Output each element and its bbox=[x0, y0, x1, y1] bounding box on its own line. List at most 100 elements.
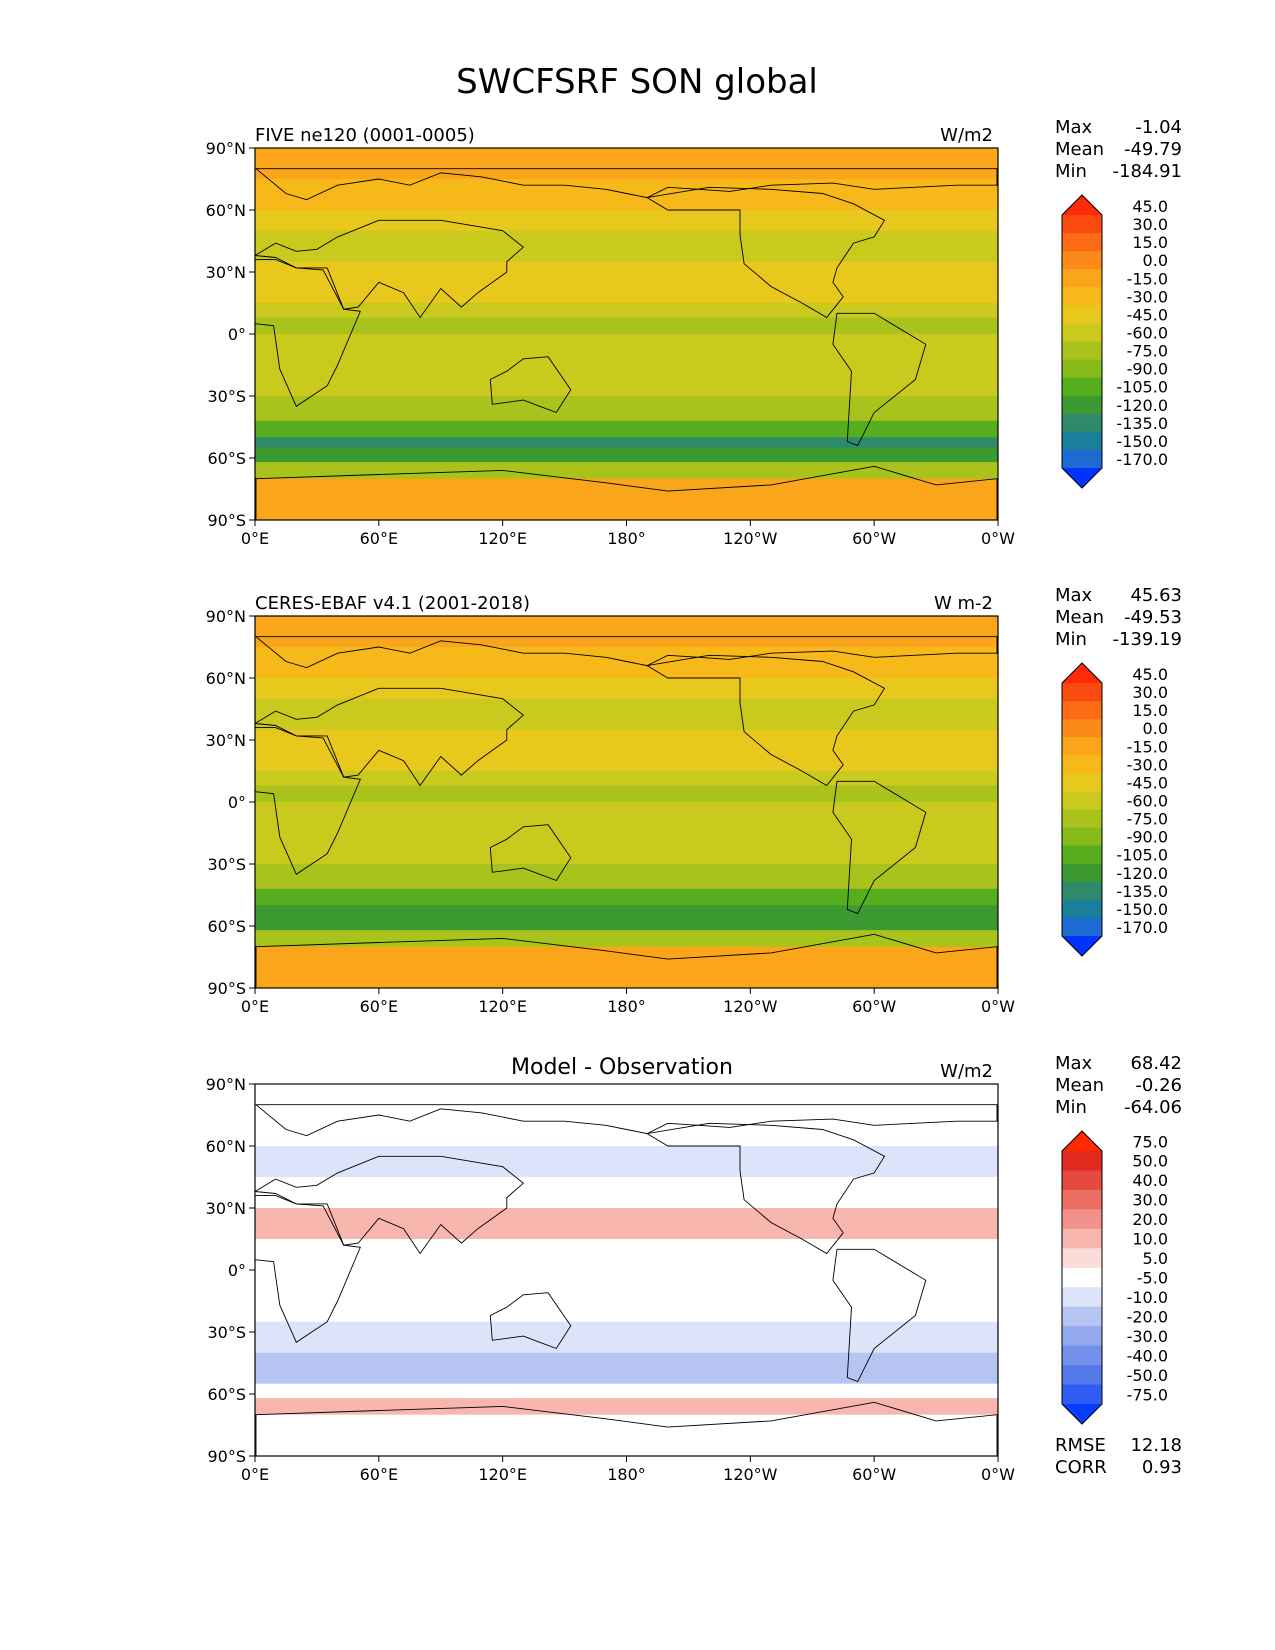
zonal-band bbox=[255, 698, 998, 710]
colorbar-label: 20.0 bbox=[1132, 1210, 1168, 1229]
map-field bbox=[255, 148, 998, 521]
colorbar-segment bbox=[1062, 215, 1102, 234]
colorbar-segment bbox=[1062, 1151, 1102, 1171]
x-tick-label: 60°W bbox=[852, 1465, 896, 1484]
stat-max-value: -1.04 bbox=[1135, 117, 1182, 138]
colorbar-label: -15.0 bbox=[1127, 269, 1168, 288]
x-tick-label: 120°W bbox=[723, 997, 778, 1016]
panel-model: FIVE ne120 (0001-0005) W/m2 Max -1.04 Me… bbox=[206, 117, 1182, 548]
zonal-band bbox=[255, 616, 998, 648]
zonal-band bbox=[255, 350, 998, 376]
stat-min-value: -184.91 bbox=[1113, 161, 1182, 182]
y-tick-label: 30°N bbox=[206, 731, 246, 750]
colorbar: -170.0-150.0-135.0-120.0-105.0-90.0-75.0… bbox=[1061, 662, 1168, 957]
colorbar-segment bbox=[1062, 1287, 1102, 1308]
zonal-band bbox=[255, 1270, 998, 1292]
map-field bbox=[255, 1084, 998, 1457]
zonal-band bbox=[255, 1115, 998, 1147]
colorbar-label: 0.0 bbox=[1143, 719, 1168, 738]
zonal-band bbox=[255, 375, 998, 397]
colorbar-label: -10.0 bbox=[1127, 1288, 1168, 1307]
zonal-band bbox=[255, 1398, 998, 1416]
x-tick-label: 0°E bbox=[241, 997, 269, 1016]
colorbar-label: 45.0 bbox=[1132, 197, 1168, 216]
zonal-band bbox=[255, 1352, 998, 1370]
y-tick-label: 60°N bbox=[206, 201, 246, 220]
colorbar-extend-min bbox=[1062, 468, 1102, 488]
y-tick-label: 60°S bbox=[207, 917, 246, 936]
y-tick-label: 60°S bbox=[207, 449, 246, 468]
x-tick-label: 60°W bbox=[852, 997, 896, 1016]
zonal-band bbox=[255, 678, 998, 700]
coastline bbox=[832, 1248, 927, 1383]
y-tick-label: 0° bbox=[228, 325, 246, 344]
y-tick-label: 90°S bbox=[207, 979, 246, 998]
colorbar-segment bbox=[1062, 1228, 1102, 1249]
panel-title-left: FIVE ne120 (0001-0005) bbox=[255, 125, 475, 146]
colorbar-label: -60.0 bbox=[1127, 323, 1168, 342]
colorbar-label: 40.0 bbox=[1132, 1171, 1168, 1190]
stat-min-label: Min bbox=[1055, 161, 1087, 182]
coastline bbox=[255, 933, 998, 988]
y-tick-label: 60°N bbox=[206, 669, 246, 688]
colorbar-label: 5.0 bbox=[1143, 1249, 1168, 1268]
figure-title: SWCFSRF SON global bbox=[456, 62, 818, 102]
coastline bbox=[489, 824, 572, 882]
zonal-band bbox=[255, 478, 998, 521]
stat-max-value: 45.63 bbox=[1130, 585, 1182, 606]
x-tick-label: 120°E bbox=[478, 997, 527, 1016]
colorbar-label: 15.0 bbox=[1132, 233, 1168, 252]
panel-units: W/m2 bbox=[940, 1061, 993, 1082]
x-tick-label: 120°E bbox=[478, 1465, 527, 1484]
zonal-band bbox=[255, 1177, 998, 1209]
colorbar-label: -15.0 bbox=[1127, 737, 1168, 756]
y-tick-label: 0° bbox=[228, 1261, 246, 1280]
colorbar-extend-min bbox=[1062, 1404, 1102, 1424]
coastline bbox=[255, 259, 361, 407]
colorbar-label: -30.0 bbox=[1127, 1327, 1168, 1346]
colorbar-outline bbox=[1061, 662, 1103, 957]
coastline bbox=[645, 654, 886, 787]
coastlines bbox=[255, 1104, 998, 1456]
colorbar-segment bbox=[1062, 773, 1102, 792]
stat-mean-value: -49.53 bbox=[1124, 607, 1182, 628]
coastlines bbox=[255, 168, 998, 520]
zonal-band bbox=[255, 905, 998, 917]
zonal-band bbox=[255, 462, 998, 480]
zonal-band bbox=[255, 1290, 998, 1323]
y-tick-label: 90°N bbox=[206, 1075, 246, 1094]
colorbar-label: -60.0 bbox=[1127, 791, 1168, 810]
zonal-band bbox=[255, 864, 998, 890]
zonal-band bbox=[255, 230, 998, 242]
colorbar-segment bbox=[1062, 701, 1102, 720]
colorbar-label: -40.0 bbox=[1127, 1346, 1168, 1365]
y-tick-label: 60°S bbox=[207, 1385, 246, 1404]
colorbar-label: -120.0 bbox=[1116, 864, 1168, 883]
zonal-band bbox=[255, 303, 998, 318]
colorbar-segment bbox=[1062, 323, 1102, 342]
zonal-band bbox=[255, 1239, 998, 1261]
coastlines bbox=[255, 636, 998, 988]
colorbar-segment bbox=[1062, 827, 1102, 847]
coastline bbox=[255, 687, 524, 787]
colorbar-segment bbox=[1062, 755, 1102, 774]
zonal-band bbox=[255, 1321, 998, 1354]
zonal-band bbox=[255, 818, 998, 844]
colorbar-label: 30.0 bbox=[1132, 215, 1168, 234]
x-tick-label: 120°W bbox=[723, 529, 778, 548]
stat-rmse-value: 12.18 bbox=[1130, 1435, 1182, 1456]
x-tick-label: 60°E bbox=[360, 997, 398, 1016]
stat-min-value: -64.06 bbox=[1124, 1097, 1182, 1118]
y-tick-label: 0° bbox=[228, 793, 246, 812]
colorbar-segment bbox=[1062, 719, 1102, 738]
zonal-band bbox=[255, 946, 998, 989]
x-tick-label: 0°E bbox=[241, 1465, 269, 1484]
colorbar-label: -50.0 bbox=[1127, 1366, 1168, 1385]
colorbar-segment bbox=[1062, 899, 1102, 919]
coastline bbox=[645, 186, 886, 319]
stat-corr-label: CORR bbox=[1055, 1457, 1107, 1478]
colorbar-label: 30.0 bbox=[1132, 683, 1168, 702]
zonal-band bbox=[255, 282, 998, 304]
colorbar-label: -150.0 bbox=[1116, 900, 1168, 919]
